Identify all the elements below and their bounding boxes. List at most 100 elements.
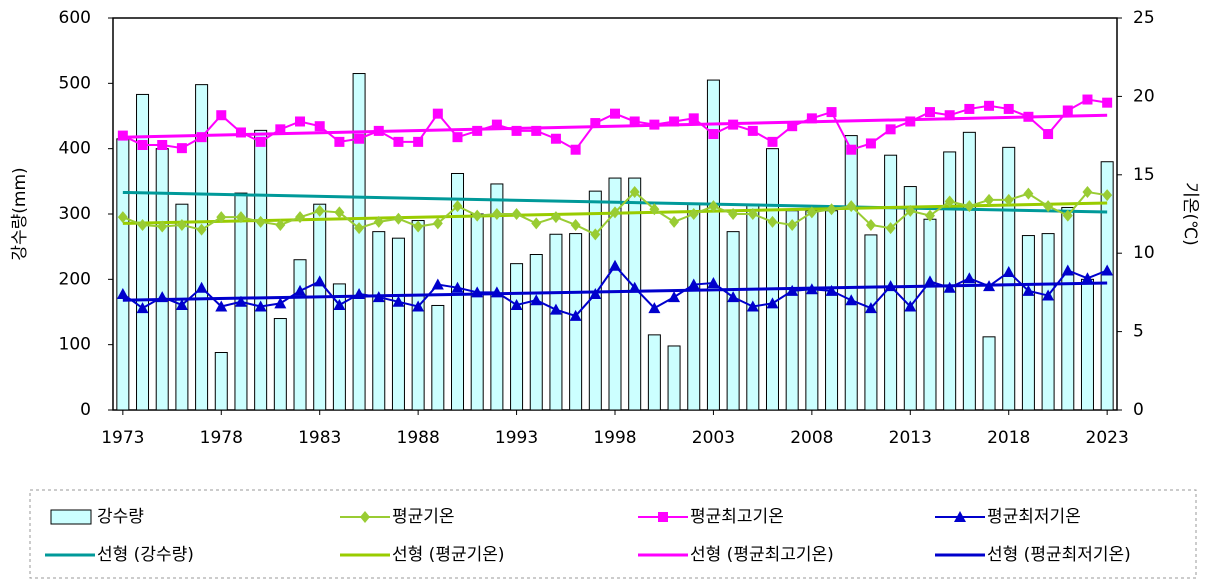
marker [687,278,700,290]
marker [846,200,857,213]
y-tick-label: 400 [59,139,91,159]
marker [570,218,581,231]
marker [885,222,896,235]
y-axis-label: 강수량(mm) [10,167,30,260]
bar [273,318,287,411]
marker [688,208,699,220]
legend-swatch [50,509,92,525]
marker [215,300,228,312]
legend-marker [360,511,370,523]
marker [707,276,720,288]
x-tick-label: 2023 [1086,428,1129,448]
marker [372,291,385,303]
marker [413,220,424,233]
bar [1021,235,1035,411]
marker [1062,105,1073,116]
y-tick-label: 200 [59,269,91,289]
marker [628,281,641,293]
marker [314,204,325,217]
y-tick-label: 600 [59,8,91,28]
marker [905,116,916,127]
marker [1003,193,1014,206]
bar [1080,278,1094,411]
marker [313,275,326,287]
marker [275,218,286,231]
marker [669,215,680,228]
marker [708,200,719,213]
x-tick-label: 1988 [397,428,440,448]
bar [825,210,839,411]
marker [747,208,758,220]
marker [235,127,246,138]
marker [589,287,602,299]
marker [747,125,758,136]
marker [176,143,187,154]
marker [806,206,817,219]
marker [629,186,640,199]
marker [943,281,956,293]
marker [590,118,601,129]
bar [667,345,681,411]
marker [963,272,976,284]
marker [668,291,681,303]
y2-tick-label: 5 [1133,322,1144,342]
marker [629,116,640,127]
marker [1043,129,1054,140]
marker [511,125,522,136]
marker [116,287,129,299]
marker [255,215,266,228]
marker [865,218,876,231]
marker [864,302,877,314]
marker [1003,103,1014,114]
y2-tick-label: 25 [1133,8,1155,28]
bar [1100,161,1114,411]
marker [531,217,542,230]
marker [373,125,384,136]
y-tick-label: 300 [59,204,91,224]
line [122,98,1108,152]
x-tick-label: 1998 [593,428,636,448]
bar [765,148,779,411]
bar [116,138,130,411]
marker [767,136,778,147]
marker [923,275,936,287]
bar [549,233,563,411]
legend-box [29,489,1197,579]
marker [905,204,916,217]
bar [411,220,425,411]
marker [1061,264,1074,276]
bar [293,259,307,411]
marker [490,286,503,298]
marker [472,209,483,222]
bar [195,84,209,411]
marker [1062,209,1073,222]
marker [984,100,995,111]
x-tick-label: 1973 [101,428,144,448]
bar [214,352,228,411]
marker [1022,284,1035,296]
marker [196,132,207,143]
x-tick-label: 2018 [987,428,1030,448]
marker [216,211,227,224]
marker [805,283,818,295]
marker [275,124,286,135]
marker [117,130,128,141]
marker [550,211,561,224]
bar [785,210,799,411]
marker [746,300,759,312]
bar [1002,146,1016,411]
legend-label: 평균최저기온 [987,507,1081,527]
marker [531,125,542,136]
marker [234,295,247,307]
marker [609,259,621,271]
bar [470,213,484,411]
y-tick-label: 100 [59,335,91,355]
legend-label: 선형 (평균최고기온) [690,545,834,565]
x-tick-label: 2008 [790,428,833,448]
marker [825,284,838,296]
marker [983,280,996,292]
legend-label: 선형 (평균최저기온) [987,545,1131,565]
marker [766,297,779,309]
marker [648,302,661,314]
marker [393,136,404,147]
